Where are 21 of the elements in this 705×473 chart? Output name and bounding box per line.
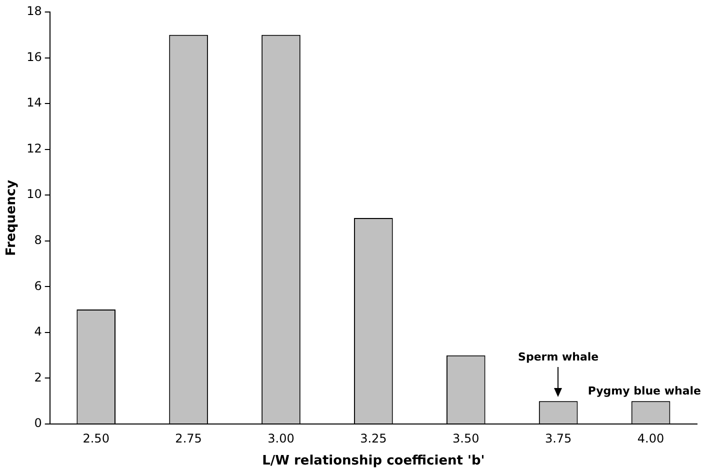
y-tick-label: 0 xyxy=(34,416,42,430)
y-tick-label: 8 xyxy=(34,233,42,248)
y-tick-label: 16 xyxy=(26,50,42,64)
x-tick-label: 4.00 xyxy=(637,431,664,446)
annotation: Pygmy blue whale xyxy=(588,384,701,398)
y-tick-label: 10 xyxy=(26,187,42,202)
annotation: Sperm whale xyxy=(518,350,599,364)
y-axis-title: Frequency xyxy=(4,179,20,256)
x-tick-label: 3.50 xyxy=(452,431,480,446)
y-tick-label: 6 xyxy=(34,278,42,293)
y-tick-label: 12 xyxy=(26,141,42,156)
x-tick-label: 3.00 xyxy=(268,431,294,446)
y-tick-label: 14 xyxy=(26,96,42,110)
y-tick-label: 2 xyxy=(34,370,42,384)
x-tick-label: 3.25 xyxy=(360,431,387,446)
x-tick-label: 3.75 xyxy=(544,431,572,446)
y-tick-label: 18 xyxy=(26,4,42,18)
y-tick-label: 4 xyxy=(34,324,42,339)
x-tick-label: 2.75 xyxy=(175,431,202,446)
x-axis-title: L/W relationship coefficient 'b' xyxy=(262,454,485,469)
x-tick-label: 2.50 xyxy=(82,431,110,446)
